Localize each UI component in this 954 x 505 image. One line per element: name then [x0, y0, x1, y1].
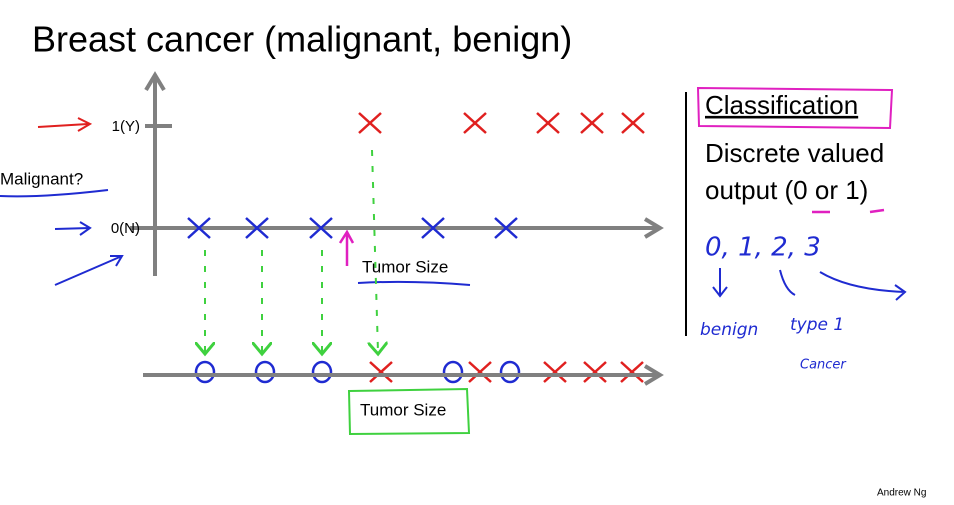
- handwritten-label: type 1: [790, 315, 844, 335]
- blue-arrow: [54, 221, 92, 236]
- handwritten-label: benign: [700, 320, 758, 340]
- underline: [0, 189, 109, 198]
- cross: [468, 361, 492, 383]
- pink-box: [696, 86, 894, 130]
- bottom-axis: [143, 364, 664, 386]
- cross: [536, 112, 560, 134]
- pink-arrow: [338, 229, 355, 266]
- hand-arrows: [712, 268, 907, 301]
- cross: [494, 217, 518, 239]
- cross: [358, 112, 382, 134]
- circle: [194, 360, 216, 384]
- underline: [357, 280, 471, 286]
- cross: [187, 217, 211, 239]
- handwritten-label: Cancer: [800, 358, 847, 373]
- y-label-0: 0(N): [111, 220, 140, 237]
- slide-title: Breast cancer (malignant, benign): [32, 19, 572, 60]
- green-arrow: [372, 149, 378, 352]
- blue-arrow: [54, 255, 124, 286]
- cross: [621, 112, 645, 134]
- y-axis-label: Malignant?: [0, 169, 83, 188]
- cross: [583, 361, 607, 383]
- handwritten-classes: 0, 1, 2, 3: [705, 233, 821, 263]
- x-axis-label: Tumor Size: [360, 400, 446, 419]
- cross: [309, 217, 333, 239]
- x-axis-label: Tumor Size: [362, 257, 448, 276]
- cross: [580, 112, 604, 134]
- cross: [543, 361, 567, 383]
- pink-underline: [812, 208, 885, 214]
- footer: Andrew Ng: [877, 488, 926, 499]
- circle: [442, 360, 464, 384]
- green-box: [347, 387, 471, 436]
- heading: Classification: [705, 90, 858, 120]
- cross: [463, 112, 487, 134]
- circle: [254, 360, 276, 384]
- y-label-1: 1(Y): [112, 118, 140, 135]
- cross: [620, 361, 644, 383]
- cross: [245, 217, 269, 239]
- cross: [369, 361, 393, 383]
- circle: [499, 360, 521, 384]
- red-arrow: [37, 117, 93, 132]
- note-line: Discrete valued: [705, 138, 884, 168]
- top-axes: [130, 71, 664, 276]
- cross: [421, 217, 445, 239]
- note-line: output (0 or 1): [705, 175, 868, 205]
- circle: [311, 360, 333, 384]
